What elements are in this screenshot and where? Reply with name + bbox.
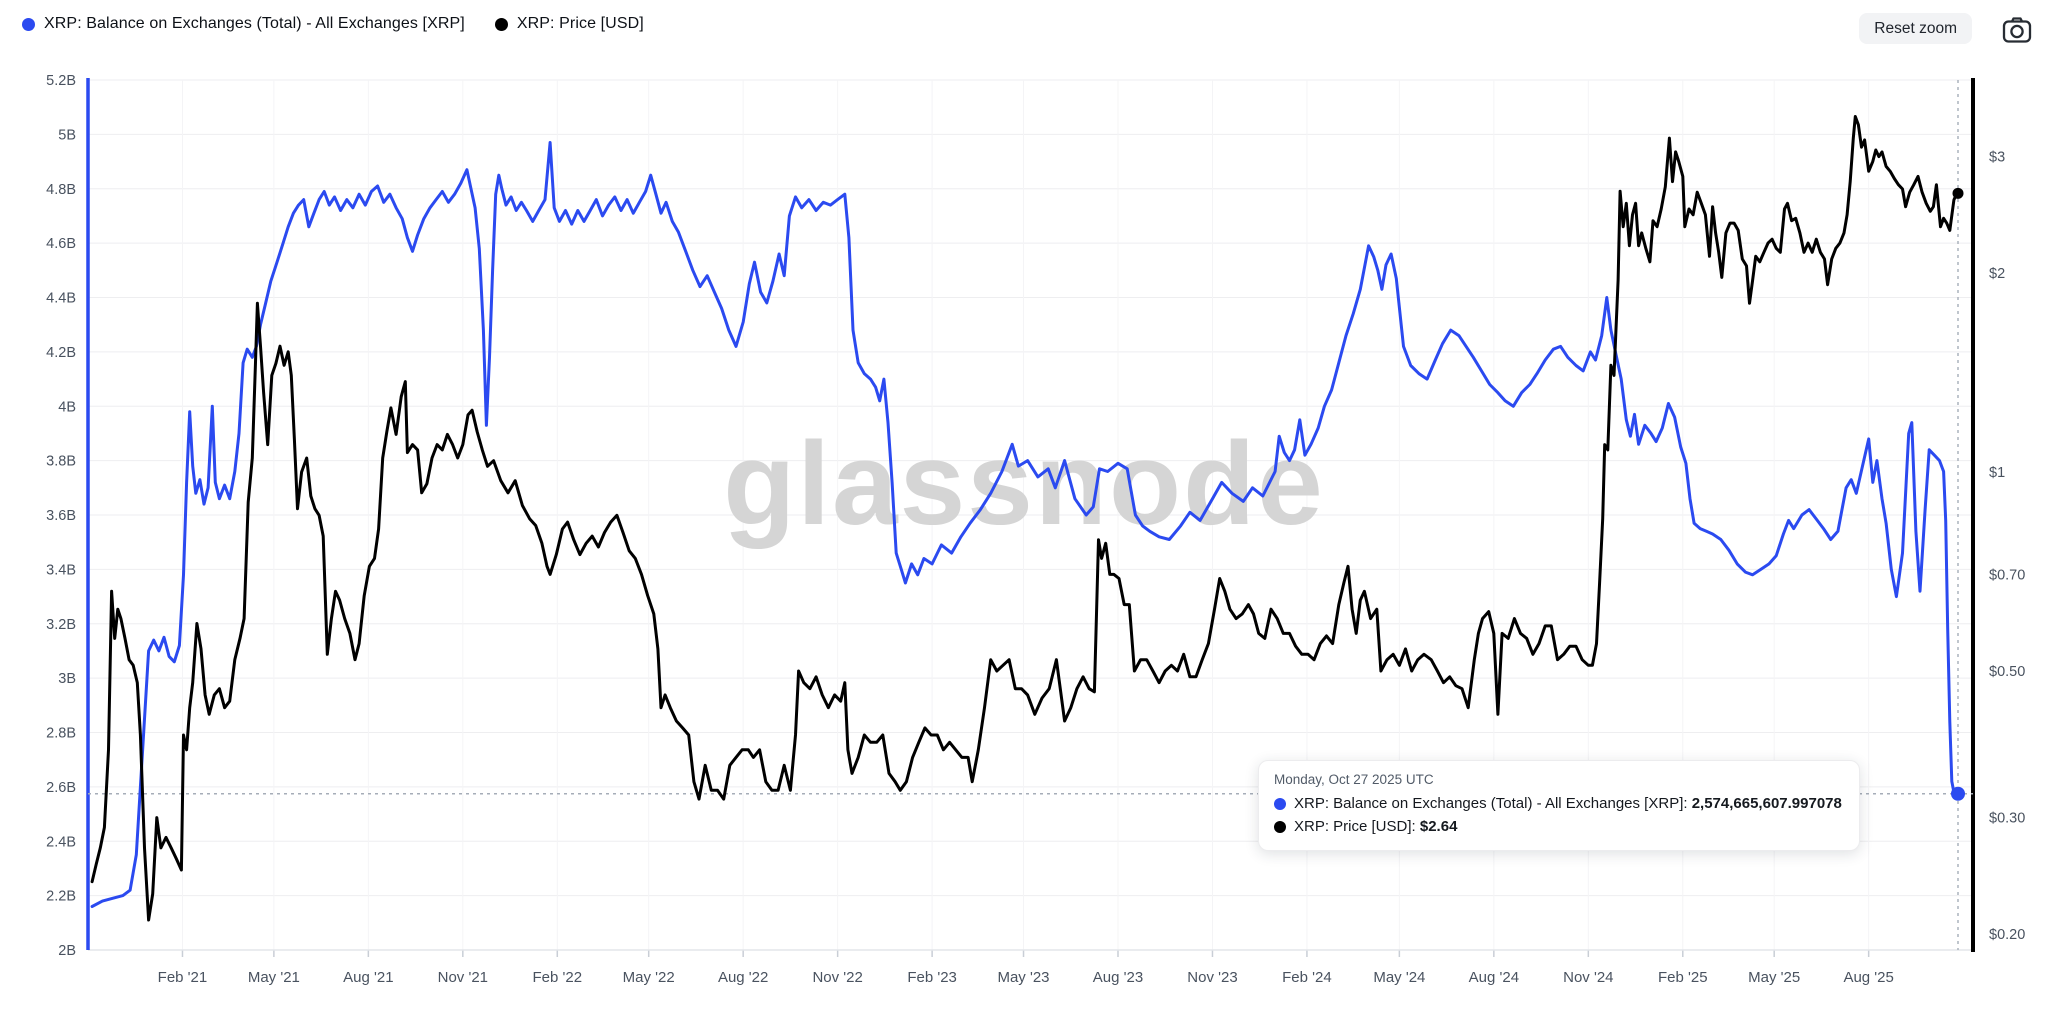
x-axis-tick-label: Aug '25: [1843, 969, 1893, 986]
x-axis-tick-label: Nov '24: [1563, 969, 1613, 986]
tooltip-dot-balance-icon: [1274, 797, 1286, 810]
legend-label-balance: XRP: Balance on Exchanges (Total) - All …: [44, 15, 465, 32]
x-axis-tick-label: Feb '23: [907, 969, 957, 986]
price-series-line: [90, 115, 1960, 922]
left-axis-tick-label: 5.2B: [46, 73, 76, 89]
x-axis-tick-label: May '23: [997, 969, 1049, 986]
chart-tooltip: Monday, Oct 27 2025 UTC XRP: Balance on …: [1258, 760, 1860, 851]
x-axis-tick-label: Aug '24: [1469, 969, 1519, 986]
left-axis-tick-label: 3B: [58, 671, 76, 687]
left-axis-tick-label: 4.6B: [46, 236, 76, 252]
tooltip-value-price: $2.64: [1419, 818, 1458, 835]
tooltip-row-balance: XRP: Balance on Exchanges (Total) - All …: [1274, 792, 1842, 815]
left-axis-tick-label: 4.8B: [46, 182, 76, 198]
right-axis-tick-label: $2: [1989, 266, 2005, 282]
x-axis-tick-label: May '21: [248, 969, 300, 986]
legend-item-price[interactable]: XRP: Price [USD]: [494, 15, 644, 33]
x-axis-tick-label: Aug '23: [1093, 969, 1143, 986]
legend-dot-price-icon: [494, 17, 508, 31]
left-axis-tick-label: 3.2B: [46, 617, 76, 633]
tooltip-label-price: XRP: Price [USD]: $2.64: [1294, 818, 1458, 835]
left-axis-tick-label: 3.8B: [46, 454, 76, 470]
x-axis-tick-label: Feb '22: [533, 969, 583, 986]
x-axis-tick-label: Nov '21: [438, 969, 488, 986]
x-axis-tick-label: May '24: [1373, 969, 1425, 986]
x-axis-tick-label: Nov '23: [1187, 969, 1237, 986]
screenshot-button[interactable]: [1999, 13, 2035, 47]
left-axis-tick-label: 2B: [58, 943, 76, 959]
right-axis-tick-label: $1: [1989, 465, 2005, 481]
left-axis-tick-label: 2.2B: [46, 889, 76, 905]
right-axis-tick-label: $0.20: [1989, 927, 2025, 943]
left-axis-tick-label: 3.4B: [46, 562, 76, 578]
left-axis-tick-label: 4B: [58, 399, 76, 415]
tooltip-date: Monday, Oct 27 2025 UTC: [1274, 772, 1434, 787]
legend-label-price: XRP: Price [USD]: [516, 15, 644, 32]
tooltip-label-balance: XRP: Balance on Exchanges (Total) - All …: [1294, 795, 1842, 812]
right-axis-tick-label: $0.30: [1989, 811, 2025, 827]
tooltip-value-balance: 2,574,665,607.997078: [1691, 795, 1842, 812]
x-axis-tick-label: Aug '22: [718, 969, 768, 986]
x-axis-tick-label: May '25: [1748, 969, 1800, 986]
balance-series-line: [90, 141, 1960, 908]
tooltip-row-price: XRP: Price [USD]: $2.64: [1274, 815, 1842, 838]
right-axis-tick-label: $0.50: [1989, 664, 2025, 680]
left-axis-tick-label: 4.2B: [46, 345, 76, 361]
legend-item-balance[interactable]: XRP: Balance on Exchanges (Total) - All …: [22, 15, 465, 33]
right-axis-tick-label: $3: [1989, 150, 2005, 166]
price-last-point-marker: [1952, 187, 1964, 199]
right-axis-tick-label: $0.70: [1989, 567, 2025, 583]
x-axis-tick-label: Feb '21: [158, 969, 208, 986]
x-axis-tick-label: Aug '21: [343, 969, 393, 986]
left-axis-tick-label: 2.6B: [46, 780, 76, 796]
camera-icon: [2002, 17, 2032, 43]
reset-zoom-button[interactable]: Reset zoom: [1859, 13, 1972, 44]
left-axis-tick-label: 2.8B: [46, 726, 76, 742]
left-axis-tick-label: 4.4B: [46, 291, 76, 307]
left-axis-tick-label: 3.6B: [46, 508, 76, 524]
balance-last-point-marker: [1951, 786, 1965, 801]
tooltip-dot-price-icon: [1274, 820, 1286, 833]
legend-dot-balance-icon: [22, 17, 35, 31]
x-axis-tick-label: Nov '22: [812, 969, 862, 986]
left-axis-tick-label: 5B: [58, 127, 76, 143]
chart-legend: XRP: Balance on Exchanges (Total) - All …: [22, 15, 644, 33]
x-axis-tick-label: Feb '24: [1282, 969, 1332, 986]
left-axis-tick-label: 2.4B: [46, 834, 76, 850]
x-axis-tick-label: May '22: [623, 969, 675, 986]
x-axis-tick-label: Feb '25: [1658, 969, 1708, 986]
